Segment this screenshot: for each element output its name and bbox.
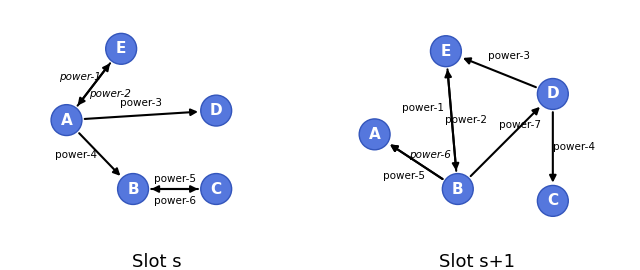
Text: C: C: [211, 181, 222, 197]
Circle shape: [118, 174, 148, 204]
Circle shape: [538, 185, 568, 216]
Circle shape: [538, 79, 568, 109]
Text: E: E: [441, 44, 451, 59]
Text: power-2: power-2: [445, 115, 487, 125]
Text: power-5: power-5: [383, 171, 426, 181]
Circle shape: [106, 33, 136, 64]
Text: E: E: [116, 41, 126, 56]
Text: A: A: [369, 127, 381, 142]
Text: power-5: power-5: [154, 174, 196, 184]
Text: power-4: power-4: [55, 150, 97, 160]
Text: B: B: [452, 181, 463, 197]
Circle shape: [201, 174, 232, 204]
Text: power-6: power-6: [154, 196, 196, 206]
Circle shape: [201, 95, 232, 126]
Circle shape: [359, 119, 390, 150]
Text: D: D: [210, 103, 223, 118]
Text: Slot s+1: Slot s+1: [439, 253, 515, 270]
Text: power-1: power-1: [403, 103, 444, 113]
Text: power-7: power-7: [499, 120, 541, 130]
Text: power-3: power-3: [488, 51, 530, 61]
Text: B: B: [127, 181, 139, 197]
Text: power-1: power-1: [59, 72, 100, 82]
Text: power-4: power-4: [553, 142, 595, 153]
Circle shape: [442, 174, 473, 204]
Text: D: D: [547, 86, 559, 102]
Text: power-3: power-3: [120, 99, 163, 109]
Text: A: A: [61, 113, 72, 128]
Text: C: C: [547, 193, 558, 208]
Circle shape: [431, 36, 461, 67]
Text: power-6: power-6: [410, 150, 451, 160]
Text: power-2: power-2: [90, 89, 131, 99]
Text: Slot s: Slot s: [132, 253, 182, 270]
Circle shape: [51, 105, 82, 136]
